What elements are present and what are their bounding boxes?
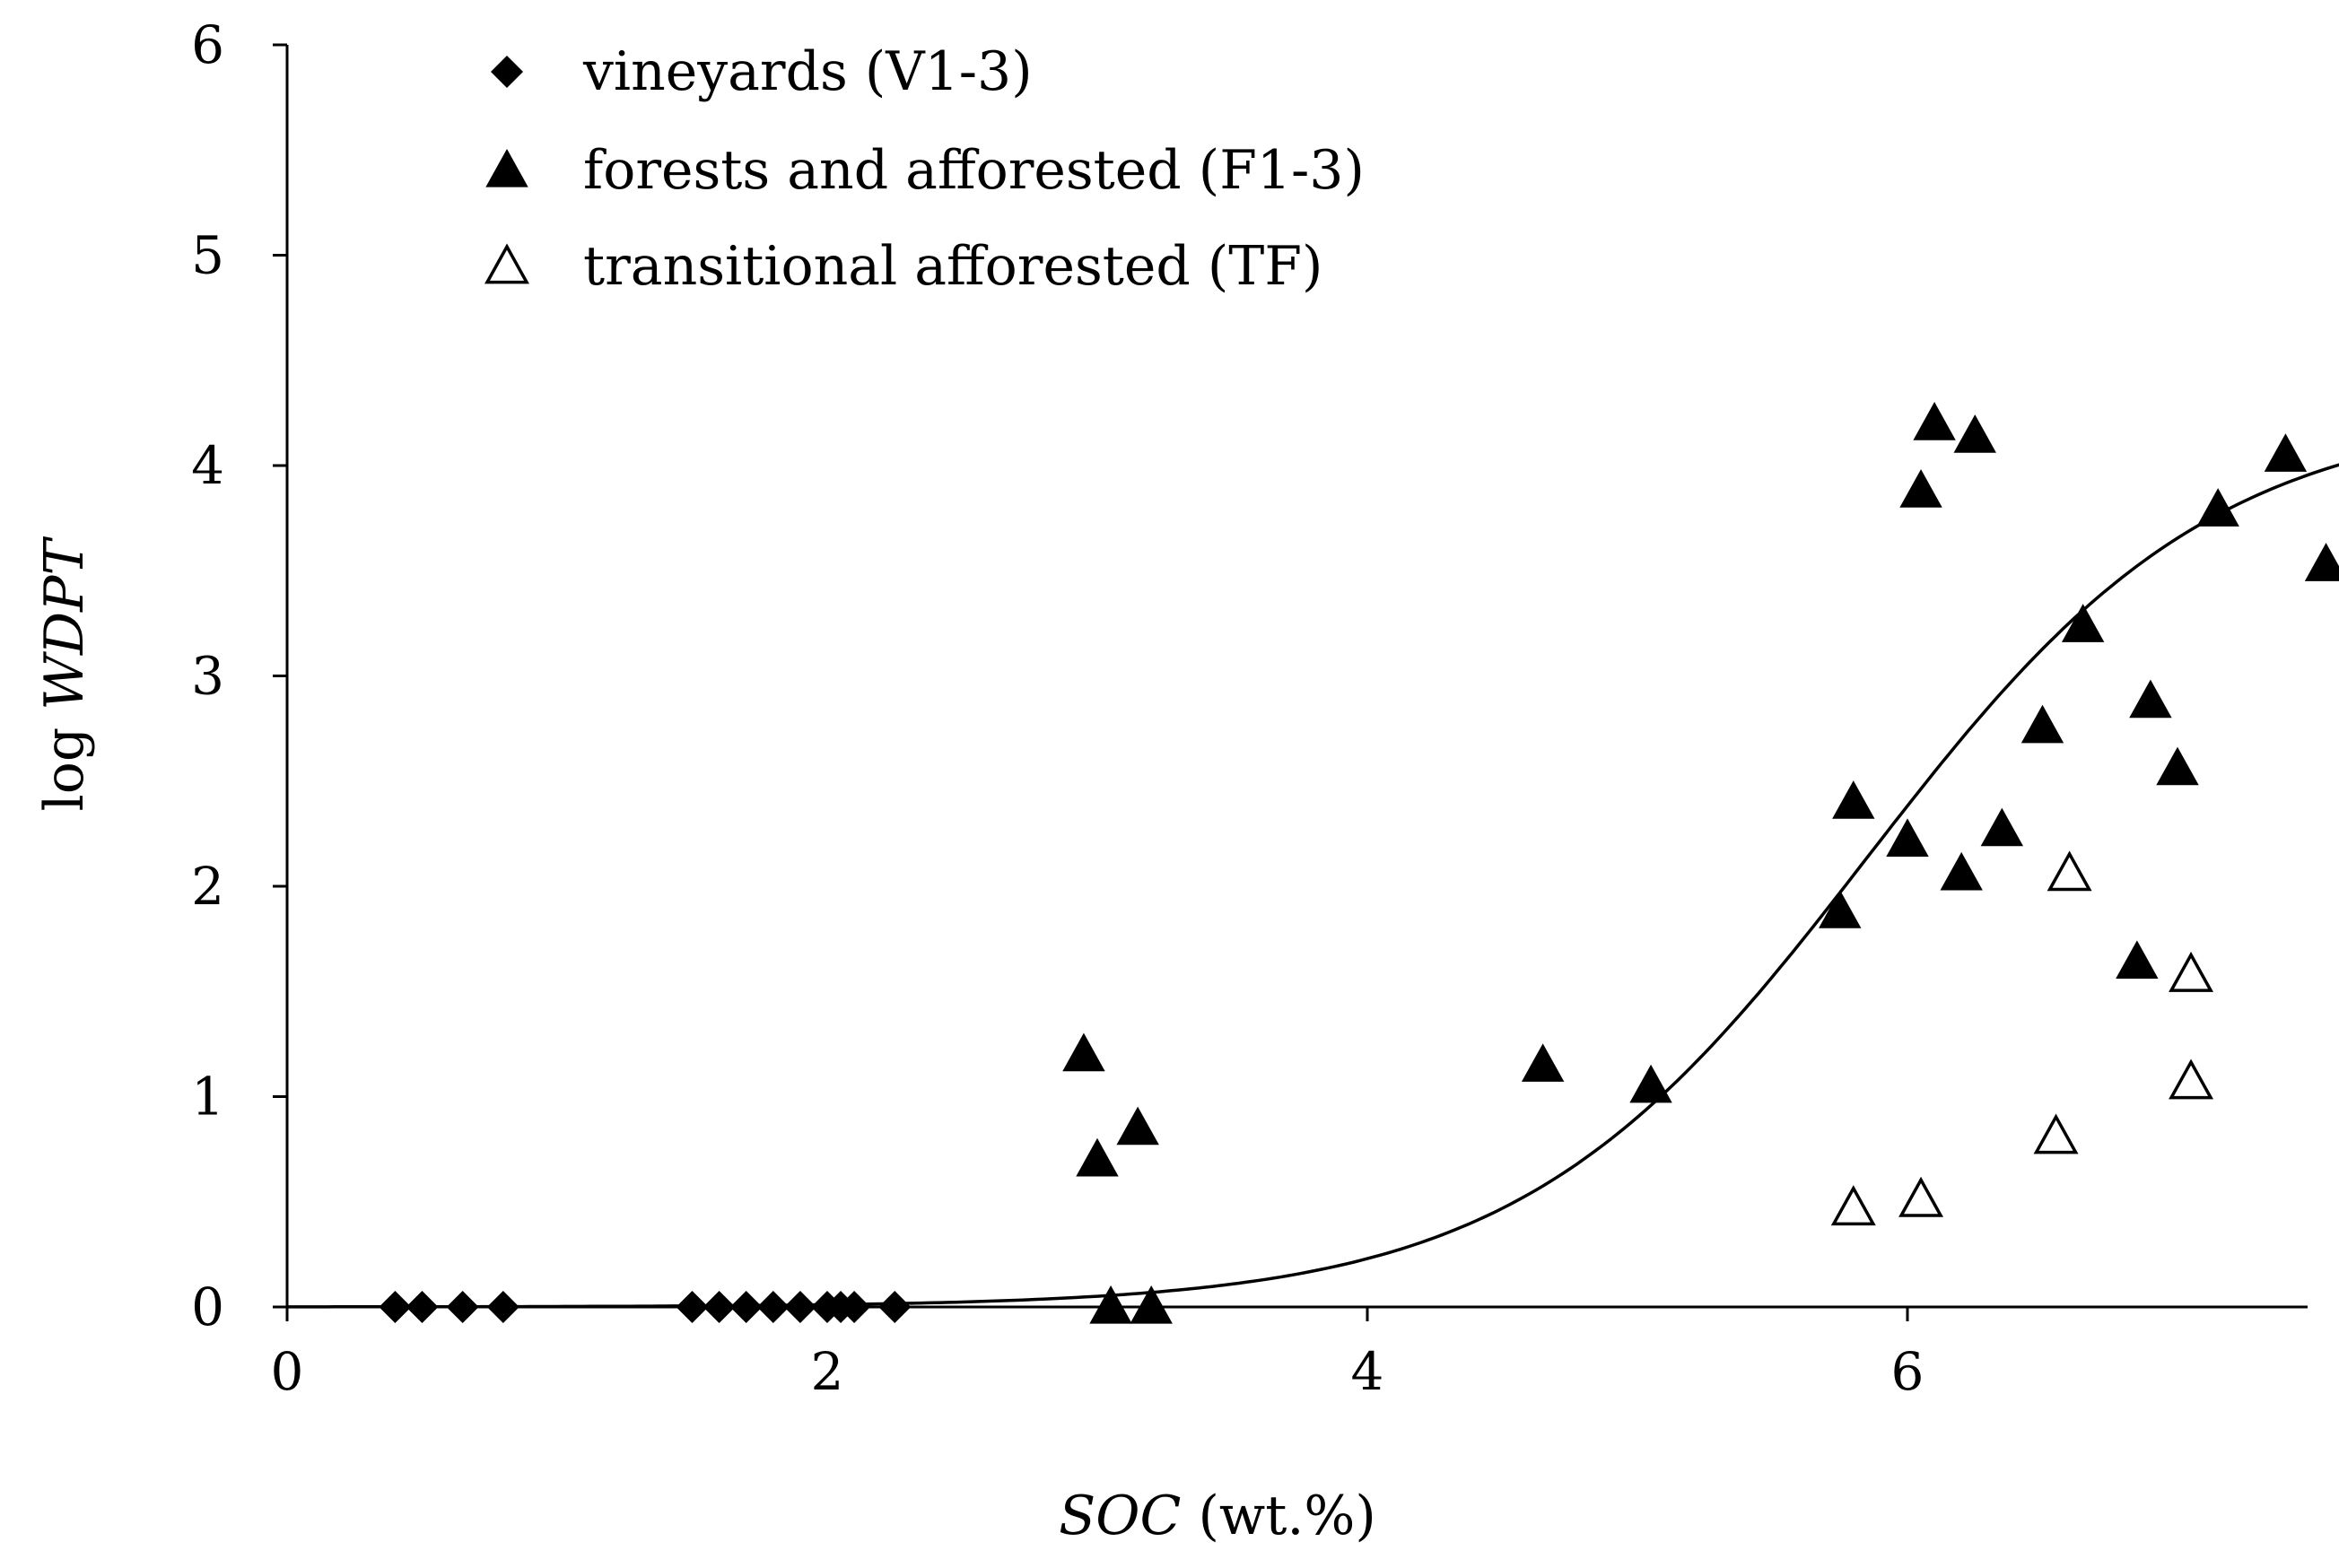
- forest-point: [1062, 1032, 1105, 1072]
- forest-point: [2116, 940, 2159, 980]
- transitional-point: [2169, 951, 2214, 992]
- forest-point: [1819, 890, 1862, 928]
- y-tick-label: 3: [191, 646, 224, 707]
- legend-item-transitional-marker: [484, 243, 529, 284]
- forest-point: [1886, 818, 1929, 858]
- fit-curve-group: [287, 463, 2339, 1309]
- forest-point: [1521, 1043, 1565, 1082]
- x-tick-label: 2: [811, 1341, 844, 1402]
- x-axis-label: SOC (wt.%): [1059, 1485, 1376, 1547]
- vineyard-point: [838, 1291, 871, 1323]
- vineyard-point: [878, 1291, 912, 1323]
- vineyard-point: [676, 1291, 709, 1323]
- forest-point: [2129, 679, 2172, 719]
- x-tick-label: 6: [1891, 1341, 1924, 1402]
- forest-point: [1076, 1137, 1119, 1177]
- y-tick-label: 0: [191, 1276, 224, 1337]
- y-axis-label-italic: WDPT: [33, 536, 96, 710]
- legend: vineyards (V1-3) forests and afforested (…: [484, 40, 1365, 298]
- y-tick-label: 2: [191, 856, 224, 917]
- forest-point: [1116, 1106, 1159, 1146]
- legend-item-vineyards-marker: [491, 56, 523, 88]
- vineyard-point: [406, 1291, 439, 1323]
- forest-point: [2304, 543, 2339, 581]
- forest-point: [1913, 402, 1956, 440]
- transitional-point: [2033, 1113, 2079, 1154]
- transitional-point: [1898, 1176, 1944, 1217]
- forest-point: [2196, 488, 2239, 527]
- forest-point: [1832, 780, 1875, 819]
- vineyard-point: [703, 1291, 736, 1323]
- x-tick-label: 0: [271, 1341, 304, 1402]
- forest-point: [2020, 704, 2064, 744]
- vineyard-point: [446, 1291, 479, 1323]
- vineyard-point: [783, 1291, 816, 1323]
- legend-item-forests-label: forests and afforested (F1-3): [583, 139, 1365, 202]
- legend-item-vineyards-label: vineyards (V1-3): [582, 40, 1033, 103]
- vineyard-point: [486, 1291, 519, 1323]
- x-axis-label-italic: SOC: [1059, 1485, 1181, 1547]
- legend-item-forests-marker: [485, 148, 528, 187]
- transitional-point: [2169, 1058, 2214, 1100]
- forest-point: [1089, 1285, 1132, 1324]
- y-tick-label: 4: [191, 435, 224, 496]
- forest-point: [2061, 604, 2105, 642]
- vineyard-point: [756, 1291, 790, 1323]
- forest-point: [1130, 1285, 1173, 1324]
- forest-point: [1980, 807, 2024, 847]
- transitional-point: [1830, 1185, 1876, 1226]
- legend-item-transitional-label: transitional afforested (TF): [583, 235, 1322, 298]
- y-tick-label: 5: [191, 225, 224, 286]
- forest-point: [1899, 469, 1942, 508]
- forest-point: [2264, 433, 2308, 472]
- data-points: [379, 402, 2339, 1324]
- y-tick-label: 1: [191, 1067, 224, 1128]
- y-axis-label: log WDPT: [33, 536, 96, 812]
- y-tick-label: 6: [191, 14, 224, 75]
- y-axis-label-prefix: log: [33, 710, 96, 812]
- ticks: 024681012140123456: [191, 14, 1924, 1402]
- vineyard-point: [729, 1291, 763, 1323]
- fit-curve: [287, 463, 2339, 1309]
- x-tick-label: 4: [1351, 1341, 1384, 1402]
- forest-point: [1940, 851, 1983, 891]
- transitional-point: [2047, 850, 2092, 892]
- forest-point: [1629, 1064, 1672, 1103]
- x-axis-label-unit: (wt.%): [1181, 1485, 1375, 1547]
- forest-point: [1953, 414, 1996, 453]
- vineyard-point: [379, 1291, 412, 1323]
- forest-point: [2156, 746, 2199, 786]
